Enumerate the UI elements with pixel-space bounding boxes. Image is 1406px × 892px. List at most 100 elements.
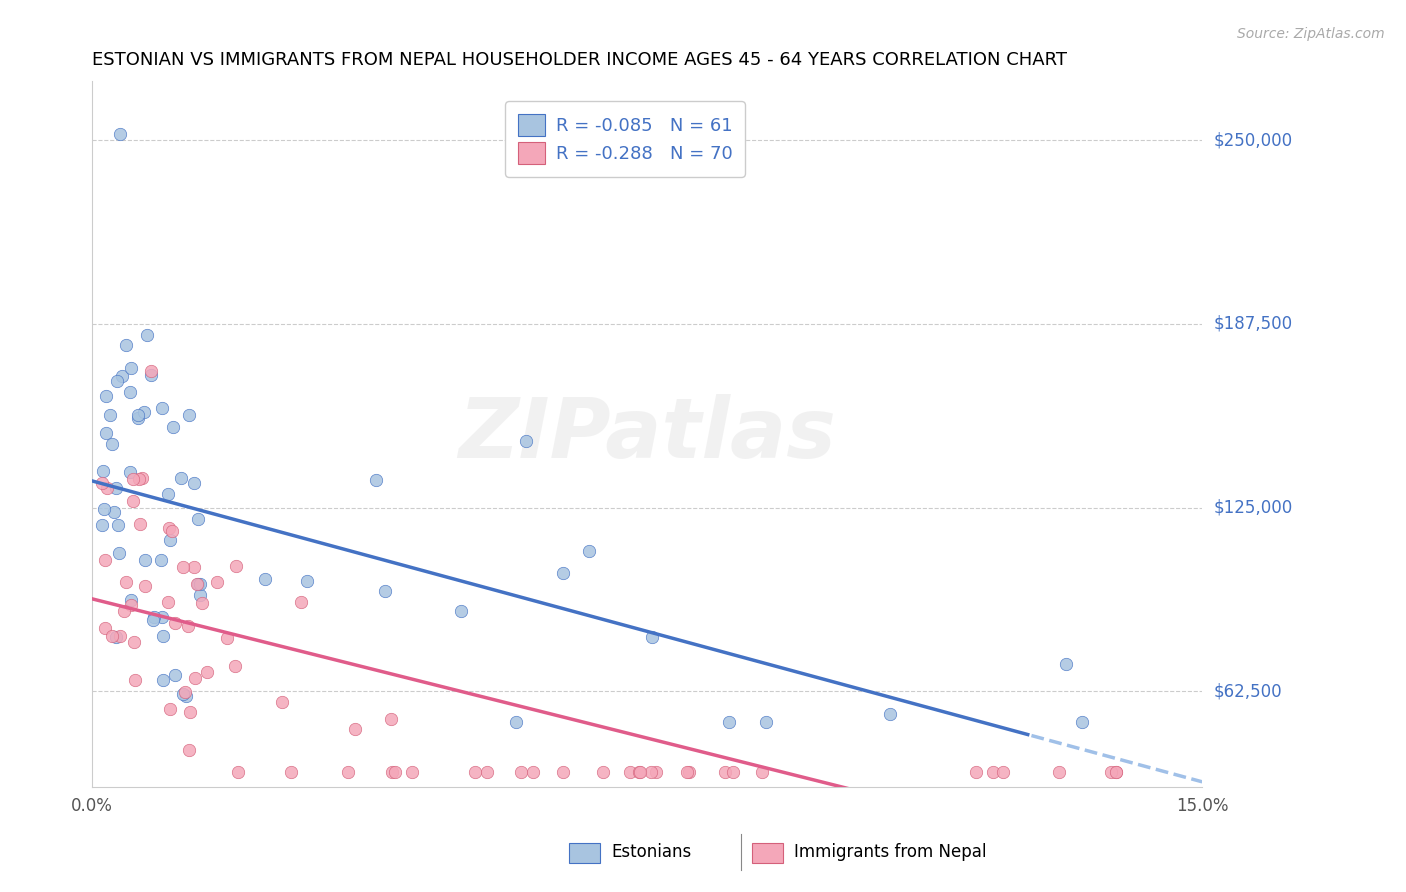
Point [551, 765, 574, 780]
Text: Estonians: Estonians [612, 843, 692, 861]
Point [505, 715, 527, 730]
Point [94, 621, 117, 635]
Point [172, 560, 194, 574]
Legend: R = -0.085   N = 61, R = -0.288   N = 70: R = -0.085 N = 61, R = -0.288 N = 70 [505, 101, 745, 177]
Point [163, 616, 186, 631]
Point [174, 685, 197, 699]
Point [675, 765, 697, 780]
Point [110, 368, 132, 383]
Point [191, 596, 214, 610]
Text: Immigrants from Nepal: Immigrants from Nepal [794, 843, 987, 861]
Point [1105, 765, 1128, 780]
Point [224, 659, 246, 673]
Point [108, 629, 131, 643]
Point [107, 546, 129, 560]
Point [152, 629, 174, 643]
Point [141, 364, 163, 378]
Point [122, 635, 145, 649]
Point [127, 410, 149, 425]
Point [120, 598, 142, 612]
Point [1099, 765, 1122, 780]
Point [295, 574, 318, 588]
Point [619, 765, 641, 780]
Text: $125,000: $125,000 [1213, 499, 1292, 516]
Point [157, 595, 180, 609]
Point [96, 481, 118, 495]
Point [380, 712, 402, 726]
Point [713, 765, 735, 780]
Point [981, 765, 1004, 780]
Point [186, 576, 208, 591]
Point [627, 765, 650, 780]
Point [135, 327, 157, 342]
Point [384, 765, 406, 780]
Point [93, 501, 115, 516]
Point [343, 723, 366, 737]
Point [174, 689, 197, 703]
Point [965, 765, 987, 780]
Point [162, 420, 184, 434]
Point [879, 707, 901, 722]
Point [522, 765, 544, 780]
Point [993, 765, 1015, 780]
Point [374, 584, 396, 599]
Point [134, 553, 156, 567]
Point [717, 715, 740, 730]
Point [1047, 765, 1070, 780]
Point [105, 375, 128, 389]
Point [118, 465, 141, 479]
Point [165, 667, 187, 681]
Point [641, 630, 664, 644]
Point [101, 437, 124, 451]
Point [139, 368, 162, 382]
Point [1054, 657, 1077, 672]
Point [127, 408, 149, 422]
Point [510, 765, 533, 780]
Point [205, 575, 228, 590]
Point [1071, 715, 1094, 730]
Point [110, 128, 132, 142]
Point [195, 665, 218, 679]
Point [177, 743, 200, 757]
Point [179, 705, 201, 719]
Point [128, 517, 150, 532]
Point [98, 408, 121, 422]
Point [134, 579, 156, 593]
Point [107, 518, 129, 533]
Point [134, 404, 156, 418]
Point [678, 765, 700, 780]
Text: $62,500: $62,500 [1213, 682, 1282, 700]
Point [592, 765, 614, 780]
Point [104, 481, 127, 495]
Point [177, 619, 200, 633]
Point [122, 471, 145, 485]
Point [450, 604, 472, 618]
Point [150, 401, 173, 416]
Point [128, 473, 150, 487]
Point [188, 588, 211, 602]
Point [578, 543, 600, 558]
Text: $187,500: $187,500 [1213, 315, 1292, 333]
Point [131, 471, 153, 485]
Point [159, 533, 181, 548]
Point [645, 765, 668, 780]
Point [225, 559, 247, 574]
Point [464, 765, 486, 780]
Point [160, 524, 183, 538]
Point [751, 765, 773, 780]
Point [142, 610, 165, 624]
Point [515, 434, 537, 448]
Point [628, 765, 651, 780]
Point [551, 566, 574, 581]
Point [159, 701, 181, 715]
Point [94, 426, 117, 441]
Text: $250,000: $250,000 [1213, 131, 1292, 149]
Point [157, 487, 180, 501]
Point [149, 553, 172, 567]
Point [179, 408, 201, 422]
Point [280, 765, 302, 780]
Point [336, 765, 359, 780]
Point [366, 473, 388, 487]
Point [270, 696, 292, 710]
Point [640, 765, 662, 780]
